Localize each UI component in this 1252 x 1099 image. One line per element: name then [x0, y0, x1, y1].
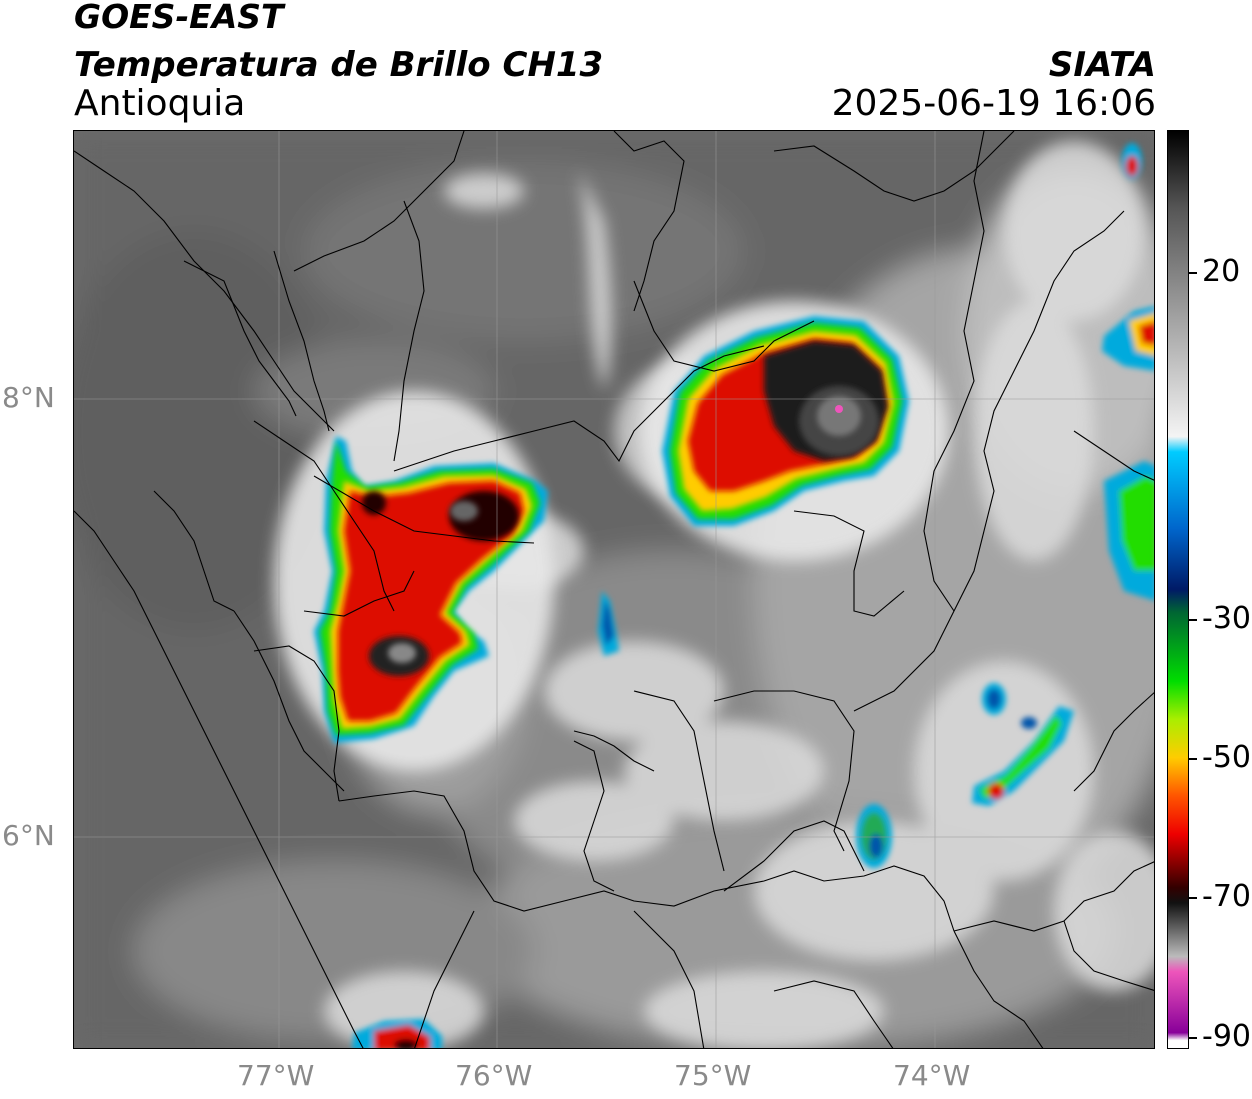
lat-tick-8n: 8°N — [2, 381, 55, 414]
lon-tick-76w: 76°W — [455, 1059, 533, 1092]
lon-tick-77w: 77°W — [237, 1059, 315, 1092]
colorbar-tick-20 — [1189, 272, 1197, 274]
satellite-title: GOES-EAST — [74, 0, 284, 36]
satellite-map[interactable] — [73, 130, 1155, 1049]
small-cells — [352, 143, 1154, 1048]
colorbar-label-minus70: -70 — [1202, 879, 1251, 914]
colorbar-label-minus90: -90 — [1202, 1019, 1251, 1054]
colorbar-tick-minus70 — [1189, 897, 1197, 899]
lat-tick-6n: 6°N — [2, 819, 55, 852]
colorbar-tick-minus90 — [1189, 1037, 1197, 1039]
datetime-label: 2025-06-19 16:06 — [831, 83, 1156, 124]
region-label: Antioquia — [74, 83, 246, 124]
colorbar-label-minus50: -50 — [1202, 740, 1251, 775]
colorbar-tick-minus50 — [1189, 758, 1197, 760]
background-texture — [74, 131, 1154, 1048]
lon-tick-75w: 75°W — [674, 1059, 752, 1092]
colorbar-label-20: 20 — [1202, 254, 1241, 289]
colorbar-tick-minus30 — [1189, 619, 1197, 621]
product-title: Temperatura de Brillo CH13 — [74, 45, 604, 85]
storm-ne-peak — [835, 405, 843, 413]
lon-tick-74w: 74°W — [893, 1059, 971, 1092]
temperature-colorbar — [1167, 130, 1189, 1049]
map-canvas — [74, 131, 1154, 1048]
graticule — [74, 131, 1154, 1048]
admin-borders — [74, 131, 1154, 1048]
organization-label: SIATA — [1048, 45, 1156, 85]
colorbar-label-minus30: -30 — [1202, 601, 1251, 636]
storm-west — [314, 436, 548, 743]
